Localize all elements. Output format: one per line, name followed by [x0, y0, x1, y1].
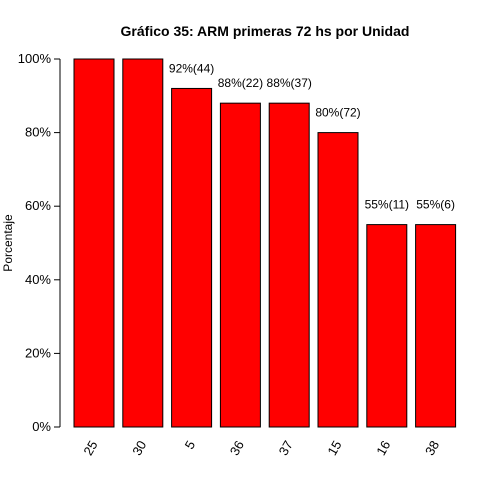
bar-25 — [73, 58, 115, 428]
x-tick-label: 16 — [373, 438, 393, 458]
bar-36 — [219, 102, 261, 428]
data-label-15: 80%(72) — [315, 106, 360, 120]
bar-37 — [268, 102, 310, 428]
bar-5 — [171, 87, 213, 428]
bar-38 — [415, 224, 457, 428]
bar-30 — [122, 58, 164, 428]
x-tick-label: 36 — [227, 438, 247, 458]
x-tick-label: 25 — [80, 438, 100, 458]
y-tick-label: 100% — [18, 51, 52, 66]
data-label-36: 88%(22) — [218, 76, 263, 90]
x-tick-label: 15 — [324, 438, 344, 458]
y-tick-label: 60% — [25, 198, 51, 213]
y-tick-label: 40% — [25, 272, 51, 287]
x-tick-label: 37 — [276, 438, 296, 458]
chart-title: Gráfico 35: ARM primeras 72 hs por Unida… — [121, 23, 410, 39]
y-tick-label: 20% — [25, 345, 51, 360]
bar-16 — [366, 224, 408, 428]
data-label-38: 55%(6) — [416, 198, 455, 212]
data-label-16: 55%(11) — [365, 198, 409, 212]
y-axis: 0% 20% 40% 60% 80% 100% — [18, 51, 61, 434]
x-tick-label: 30 — [129, 438, 149, 458]
data-label-37: 88%(37) — [267, 76, 312, 90]
x-axis-labels: 25 30 5 36 37 15 16 38 — [80, 438, 442, 458]
data-label-5: 92%(44) — [169, 61, 214, 75]
y-tick-label: 0% — [32, 419, 51, 434]
y-axis-label: Porcentaje — [1, 214, 15, 272]
x-tick-label: 38 — [422, 438, 442, 458]
y-tick-label: 80% — [25, 125, 51, 140]
x-tick-label: 5 — [182, 438, 199, 452]
bar-15 — [317, 132, 359, 428]
bars-group: 92%(44) 88%(22) 88%(37) 80%(72) 55%(11) 55%(6… — [73, 58, 457, 428]
